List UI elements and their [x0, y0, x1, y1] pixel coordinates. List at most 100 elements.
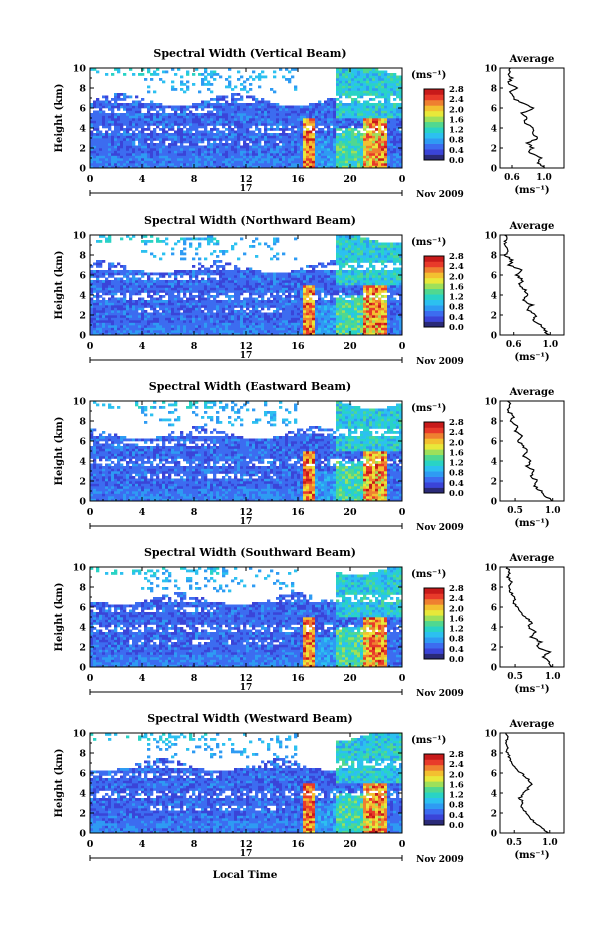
heatmap-cell [174, 113, 178, 116]
heatmap-cell [303, 163, 307, 166]
heatmap-cell [258, 140, 262, 144]
heatmap-cell [306, 110, 310, 114]
heatmap-cell [207, 158, 211, 161]
heatmap-cell [99, 285, 103, 288]
heatmap-cell [213, 287, 217, 291]
heatmap-cell [375, 145, 379, 149]
heatmap-cell [345, 115, 349, 119]
heatmap-cell [99, 165, 103, 169]
heatmap-cell [243, 270, 247, 273]
heatmap-cell [195, 305, 199, 308]
heatmap-cell [213, 158, 217, 161]
heatmap-cell [297, 145, 301, 149]
heatmap-cell [198, 285, 202, 288]
heatmap-cell [372, 158, 376, 161]
heatmap-cell [390, 148, 394, 151]
heatmap-cell [345, 140, 349, 144]
heatmap-cell [207, 330, 211, 333]
heatmap-cell [213, 163, 217, 166]
heatmap-cell [132, 123, 136, 126]
heatmap-cell [336, 138, 340, 141]
heatmap-cell [162, 160, 166, 164]
heatmap-cell [180, 140, 184, 144]
heatmap-cell [288, 78, 292, 81]
heatmap-cell [189, 307, 193, 311]
heatmap-cell [252, 320, 256, 323]
heatmap-cell [180, 163, 184, 166]
heatmap-cell [360, 135, 364, 139]
heatmap-cell [168, 282, 172, 286]
heatmap-cell [342, 165, 346, 169]
heatmap-cell [303, 270, 307, 273]
heatmap-cell [279, 115, 283, 119]
heatmap-cell [192, 317, 196, 321]
heatmap-cell [165, 138, 169, 141]
heatmap-cell [372, 143, 376, 146]
heatmap-cell [366, 78, 370, 81]
heatmap-cell [129, 148, 133, 151]
heatmap-cell [99, 123, 103, 126]
heatmap-cell [177, 270, 181, 273]
heatmap-cell [144, 242, 148, 246]
heatmap-cell [327, 115, 331, 119]
heatmap-cell [312, 125, 316, 129]
heatmap-cell [120, 138, 124, 141]
heatmap-cell [375, 105, 379, 109]
heatmap-cell [306, 123, 310, 126]
heatmap-cell [162, 287, 166, 291]
heatmap-cell [330, 140, 334, 144]
heatmap-cell [258, 78, 262, 81]
heatmap-cell [354, 115, 358, 119]
heatmap-cell [114, 290, 118, 293]
heatmap-cell [201, 332, 205, 336]
heatmap-cell [213, 133, 217, 136]
heatmap-cell [303, 143, 307, 146]
heatmap-cell [129, 140, 133, 144]
heatmap-cell [285, 277, 289, 281]
heatmap-cell [111, 300, 115, 303]
heatmap-cell [279, 297, 283, 301]
heatmap-cell [318, 163, 322, 166]
heatmap-cell [198, 158, 202, 161]
heatmap-cell [276, 113, 280, 116]
heatmap-cell [120, 160, 124, 164]
heatmap-cell [360, 110, 364, 114]
heatmap-cell [108, 128, 112, 131]
heatmap-cell [231, 320, 235, 323]
heatmap-cell [96, 160, 100, 164]
heatmap-cell [138, 160, 142, 164]
heatmap-cell [228, 138, 232, 141]
heatmap-cell [138, 143, 142, 146]
heatmap-cell [204, 163, 208, 166]
heatmap-cell [225, 158, 229, 161]
heatmap-cell [207, 120, 211, 124]
heatmap-cell [153, 297, 157, 301]
heatmap-cell [390, 155, 394, 159]
heatmap-cell [144, 317, 148, 321]
heatmap-cell [399, 130, 403, 134]
heatmap-cell [237, 118, 241, 121]
heatmap-cell [354, 98, 358, 101]
heatmap-cell [210, 70, 214, 74]
heatmap-cell [150, 130, 154, 134]
heatmap-cell [255, 138, 259, 141]
heatmap-cell [282, 133, 286, 136]
heatmap-cell [234, 118, 238, 121]
heatmap-cell [213, 317, 217, 321]
heatmap-cell [270, 295, 274, 298]
heatmap-cell [132, 285, 136, 288]
heatmap-cell [120, 287, 124, 291]
heatmap-cell [363, 123, 367, 126]
heatmap-cell [234, 120, 238, 124]
heatmap-cell [126, 113, 130, 116]
heatmap-cell [387, 153, 391, 156]
heatmap-cell [174, 150, 178, 154]
heatmap-cell [138, 327, 142, 331]
heatmap-cell [243, 160, 247, 164]
heatmap-cell [288, 123, 292, 126]
heatmap-cell [141, 128, 145, 131]
heatmap-cell [267, 297, 271, 301]
heatmap-cell [282, 325, 286, 328]
heatmap-cell [183, 240, 187, 243]
heatmap-cell [381, 158, 385, 161]
